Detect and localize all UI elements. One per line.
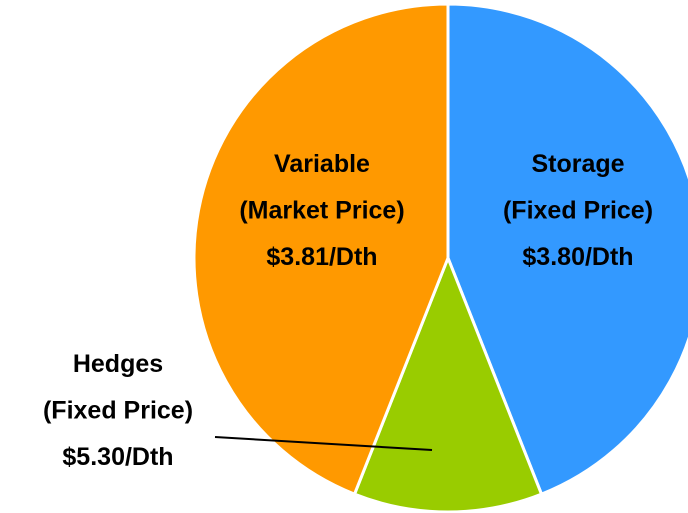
slice-label-line: $3.80/Dth: [522, 243, 633, 271]
leader-line: [214, 436, 433, 451]
slice-label: Hedges (Fixed Price) $5.30/Dth: [43, 350, 193, 471]
pie-slice: [446, 2, 688, 497]
slice-label-line: Hedges: [73, 350, 163, 378]
slice-label-line: (Fixed Price): [503, 196, 653, 224]
slice-label-line: (Market Price): [239, 196, 404, 224]
slice-label-line: Variable: [274, 150, 370, 178]
slice-label-line: $5.30/Dth: [62, 443, 173, 471]
slice-label-line: $3.81/Dth: [266, 243, 377, 271]
slice-label-line: (Fixed Price): [43, 396, 193, 424]
slice-label: Variable (Market Price) $3.81/Dth: [239, 150, 404, 271]
slice-label-line: Storage: [531, 150, 624, 178]
slice-label: Storage (Fixed Price) $3.80/Dth: [503, 150, 653, 271]
